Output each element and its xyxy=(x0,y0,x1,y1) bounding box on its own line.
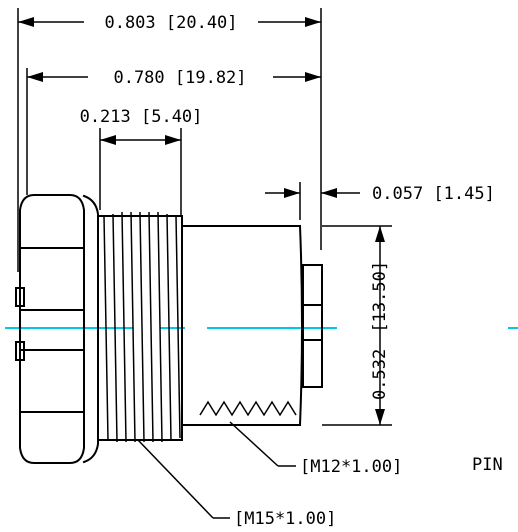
dimension-thread-length: 0.213 [5.40] xyxy=(80,107,203,145)
outer-thread xyxy=(97,211,183,443)
body-length-label: 0.780 [19.82] xyxy=(113,68,246,88)
dimension-overall-length: 0.803 [20.40] xyxy=(18,13,321,33)
overall-length-label: 0.803 [20.40] xyxy=(104,13,237,33)
svg-text:0.532 [13.50]: 0.532 [13.50] xyxy=(370,261,390,400)
dimension-diameter: 0.532 [13.50] xyxy=(370,226,390,425)
extension-lines xyxy=(17,8,392,426)
face-offset-label: 0.057 [1.45] xyxy=(372,184,495,204)
connector-body xyxy=(181,224,303,427)
diameter-mm-label: [13.50] xyxy=(370,261,390,333)
pin-face xyxy=(302,264,323,388)
diameter-inch-label: 0.532 xyxy=(370,349,390,400)
view-label: PIN xyxy=(472,455,503,475)
outer-thread-callout: [M15*1.00] xyxy=(234,509,336,529)
hex-nut xyxy=(15,194,99,464)
inner-thread-callout: [M12*1.00] xyxy=(300,457,402,477)
callout-inner-thread: [M12*1.00] xyxy=(229,421,402,477)
dimension-body-length: 0.780 [19.82] xyxy=(27,68,321,88)
callout-outer-thread: [M15*1.00] xyxy=(137,439,336,529)
thread-length-label: 0.213 [5.40] xyxy=(80,107,203,127)
dimension-face-offset: 0.057 [1.45] xyxy=(265,184,495,204)
